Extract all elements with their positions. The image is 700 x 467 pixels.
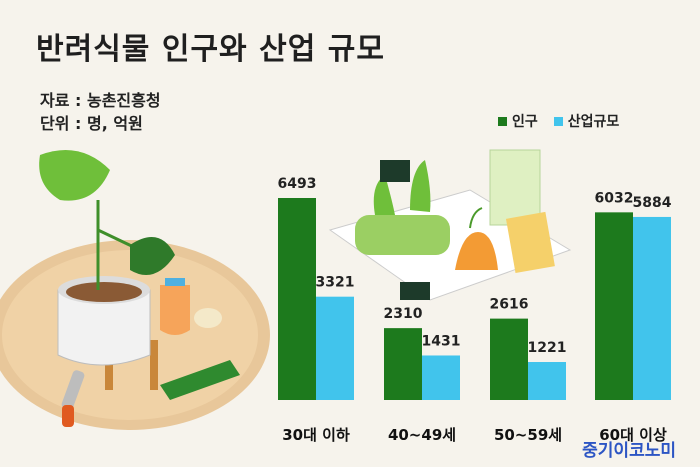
category-label-1: 40~49세 <box>388 426 456 444</box>
data-label-industry-2: 1221 <box>528 340 567 356</box>
data-label-population-3: 6032 <box>595 190 634 206</box>
data-label-population-0: 6493 <box>278 176 317 192</box>
source-note: 자료 : 농촌진흥청 <box>40 91 161 110</box>
legend-label-population: 인구 <box>512 114 538 130</box>
data-label-population-1: 2310 <box>384 306 423 322</box>
bar-population-1 <box>384 328 422 400</box>
plant-illustration <box>0 150 270 430</box>
legend-swatch-population <box>498 116 507 126</box>
chart-title: 반려식물 인구와 산업 규모 <box>36 32 385 67</box>
legend-label-industry: 산업규모 <box>567 114 620 130</box>
legend-swatch-industry <box>553 116 563 126</box>
legend-item-population: 인구 <box>498 111 538 131</box>
bar-industry-0 <box>316 296 354 400</box>
category-label-2: 50~59세 <box>494 426 562 444</box>
bar-population-3 <box>595 212 633 400</box>
planter-illustration <box>328 149 572 301</box>
brand-logo-text: 중기이코노미 <box>582 441 676 461</box>
bar-population-0 <box>278 198 316 400</box>
category-label-0: 30대 이하 <box>282 426 350 444</box>
bar-industry-2 <box>528 362 566 400</box>
legend: 인구 산업규모 <box>498 111 619 131</box>
category-label-3: 60대 이상 <box>599 426 667 444</box>
legend-item-industry: 산업규모 <box>553 111 620 131</box>
bar-industry-1 <box>422 355 460 400</box>
unit-note: 단위 : 명, 억원 <box>40 114 143 133</box>
bar-population-2 <box>490 318 528 400</box>
data-label-industry-1: 1431 <box>422 333 461 349</box>
bar-industry-3 <box>633 216 671 400</box>
bar-chart: 6493 3321 30대 이하 2310 1431 40~49세 2616 1221 50~5… <box>278 176 672 444</box>
data-label-industry-3: 5884 <box>633 195 672 211</box>
data-label-population-2: 2616 <box>490 297 529 313</box>
data-label-industry-0: 3321 <box>316 275 355 291</box>
